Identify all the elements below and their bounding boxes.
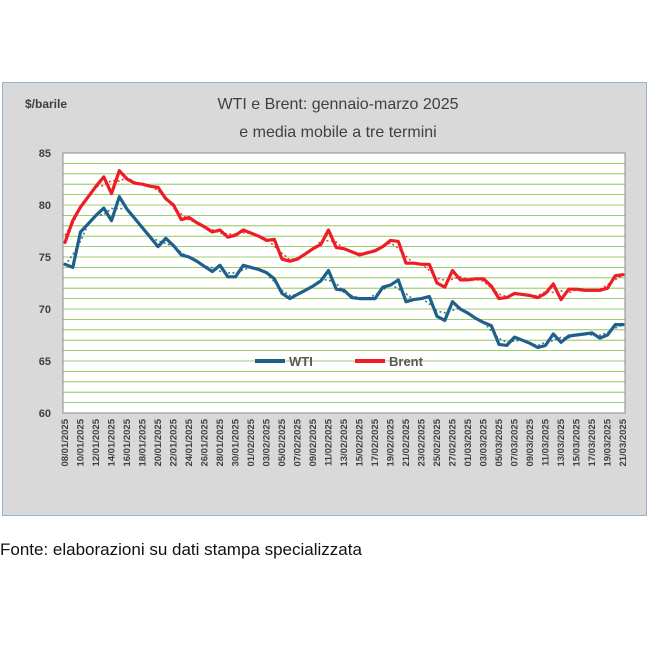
x-tick-label: 09/03/2025 xyxy=(525,418,536,466)
chart-svg: $/barile WTI e Brent: gennaio-marzo 2025… xyxy=(25,96,629,467)
series-line-wti xyxy=(63,195,625,350)
x-tick-label: 15/03/2025 xyxy=(572,418,583,466)
x-tick-label: 08/01/2025 xyxy=(60,418,71,466)
x-tick-label: 13/03/2025 xyxy=(556,418,567,466)
series-line-brent xyxy=(63,169,625,302)
y-tick-label: 70 xyxy=(39,304,51,316)
x-tick-label: 12/01/2025 xyxy=(91,418,102,466)
x-tick-label: 25/02/2025 xyxy=(432,418,443,466)
y-axis-label: $/barile xyxy=(25,97,67,111)
x-tick-label: 20/01/2025 xyxy=(153,418,164,466)
x-tick-label: 26/01/2025 xyxy=(200,418,211,466)
x-tick-label: 17/03/2025 xyxy=(587,418,598,466)
x-tick-label: 18/01/2025 xyxy=(138,418,149,466)
y-tick-label: 85 xyxy=(39,148,51,160)
axis-layer: 60 65 70 75 80 85 08/01/2025 10/01/2025 12/01/20… xyxy=(39,148,629,467)
source-note: Fonte: elaborazioni su dati stampa speci… xyxy=(0,540,362,559)
x-tick-label: 23/02/2025 xyxy=(417,418,428,466)
x-tick-label: 05/02/2025 xyxy=(277,418,288,466)
x-tick-label: 19/02/2025 xyxy=(386,418,397,466)
chart-frame: $/barile WTI e Brent: gennaio-marzo 2025… xyxy=(2,82,647,516)
x-tick-label: 11/03/2025 xyxy=(541,418,552,466)
legend-label-brent: Brent xyxy=(389,354,424,369)
x-tick-label: 07/02/2025 xyxy=(293,418,304,466)
plot-area xyxy=(63,153,625,413)
x-tick-label: 17/02/2025 xyxy=(370,418,381,466)
x-tick-label: 14/01/2025 xyxy=(107,418,118,466)
x-tick-label: 03/03/2025 xyxy=(479,418,490,466)
x-tick-label: 09/02/2025 xyxy=(308,418,319,466)
y-tick-label: 65 xyxy=(39,356,51,368)
x-tick-label: 30/01/2025 xyxy=(231,418,242,466)
x-tick-label: 15/02/2025 xyxy=(355,418,366,466)
y-tick-label: 60 xyxy=(39,408,51,420)
legend: WTI Brent xyxy=(255,354,424,369)
x-tick-label: 28/01/2025 xyxy=(215,418,226,466)
y-tick-label: 80 xyxy=(39,200,51,212)
grid-layer xyxy=(62,152,626,414)
chart-title: WTI e Brent: gennaio-marzo 2025 xyxy=(217,96,458,113)
x-tick-label: 13/02/2025 xyxy=(339,418,350,466)
x-tick-label: 10/01/2025 xyxy=(76,418,87,466)
x-tick-label: 24/01/2025 xyxy=(184,418,195,466)
x-tick-label: 21/03/2025 xyxy=(618,418,629,466)
x-tick-label: 01/03/2025 xyxy=(463,418,474,466)
series-layer xyxy=(63,169,625,350)
x-tick-label: 21/02/2025 xyxy=(401,418,412,466)
x-tick-label: 03/02/2025 xyxy=(262,418,273,466)
legend-label-wti: WTI xyxy=(289,354,313,369)
x-tick-label: 22/01/2025 xyxy=(169,418,180,466)
x-tick-label: 01/02/2025 xyxy=(246,418,257,466)
y-tick-label: 75 xyxy=(39,252,51,264)
plot-border xyxy=(62,152,626,414)
chart-subtitle: e media mobile a tre termini xyxy=(239,124,436,141)
x-tick-label: 16/01/2025 xyxy=(122,418,133,466)
x-tick-label: 07/03/2025 xyxy=(510,418,521,466)
x-tick-label: 27/02/2025 xyxy=(448,418,459,466)
x-tick-label: 19/03/2025 xyxy=(603,418,614,466)
x-tick-label: 11/02/2025 xyxy=(324,418,335,466)
x-tick-label: 05/03/2025 xyxy=(494,418,505,466)
